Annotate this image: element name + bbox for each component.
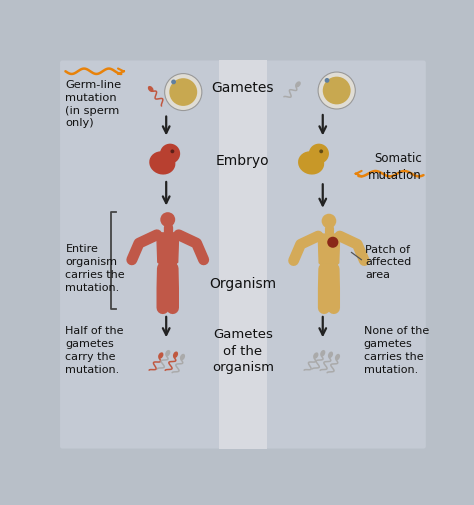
Text: Patch of
affected
area: Patch of affected area (365, 244, 411, 280)
Circle shape (322, 214, 336, 229)
Text: Gametes: Gametes (212, 80, 274, 94)
Ellipse shape (165, 350, 170, 357)
Circle shape (160, 213, 175, 228)
FancyBboxPatch shape (264, 62, 426, 448)
Text: Half of the
gametes
carry the
mutation.: Half of the gametes carry the mutation. (65, 326, 124, 374)
Polygon shape (320, 264, 338, 270)
Ellipse shape (148, 87, 154, 93)
Ellipse shape (320, 350, 325, 357)
Circle shape (164, 74, 202, 111)
Text: Entire
organism
carries the
mutation.: Entire organism carries the mutation. (65, 244, 125, 292)
Circle shape (171, 80, 176, 85)
Ellipse shape (149, 152, 175, 175)
Circle shape (169, 79, 197, 107)
Bar (219, 61, 267, 449)
Text: Somatic
mutation: Somatic mutation (368, 152, 422, 181)
Ellipse shape (313, 352, 319, 359)
Circle shape (325, 79, 329, 84)
Ellipse shape (298, 152, 324, 175)
Text: Gametes
of the
organism: Gametes of the organism (212, 327, 274, 373)
Ellipse shape (335, 354, 340, 361)
Circle shape (171, 150, 174, 154)
Circle shape (309, 144, 329, 164)
Circle shape (323, 77, 351, 105)
Circle shape (160, 144, 180, 164)
Text: Germ-line
mutation
(in sperm
only): Germ-line mutation (in sperm only) (65, 80, 121, 128)
Polygon shape (159, 263, 177, 269)
Polygon shape (318, 235, 340, 264)
Circle shape (319, 150, 323, 154)
Circle shape (318, 73, 356, 110)
Ellipse shape (158, 352, 164, 359)
Text: Organism: Organism (210, 276, 276, 290)
Ellipse shape (180, 354, 185, 361)
Polygon shape (157, 233, 179, 263)
Ellipse shape (173, 352, 178, 359)
Ellipse shape (327, 237, 338, 248)
FancyBboxPatch shape (60, 62, 221, 448)
Ellipse shape (328, 352, 333, 359)
Ellipse shape (295, 82, 301, 88)
Text: None of the
gametes
carries the
mutation.: None of the gametes carries the mutation… (364, 326, 429, 374)
Text: Embryo: Embryo (216, 154, 270, 168)
